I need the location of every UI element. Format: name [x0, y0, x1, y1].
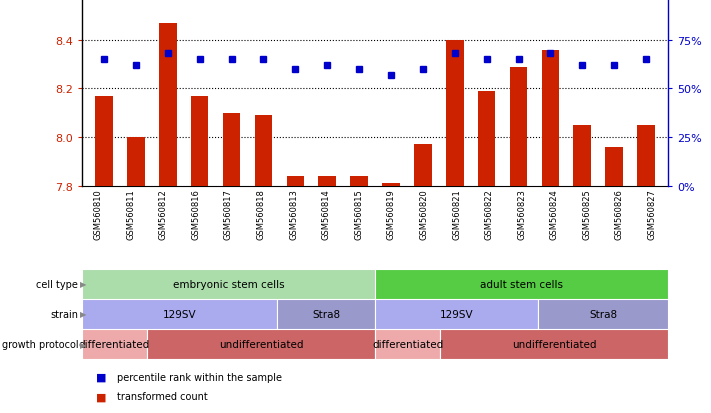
Text: ■: ■ [96, 372, 107, 382]
Text: GSM560822: GSM560822 [485, 188, 493, 239]
Bar [574, 126, 591, 186]
Text: 129SV: 129SV [439, 309, 474, 319]
Bar [82, 329, 147, 359]
Text: GSM560827: GSM560827 [648, 188, 656, 239]
Text: GSM560810: GSM560810 [94, 188, 102, 239]
Bar [375, 269, 668, 299]
Text: differentiated: differentiated [79, 339, 150, 349]
Text: GSM560815: GSM560815 [354, 188, 363, 239]
Text: GSM560814: GSM560814 [321, 188, 331, 239]
Bar [82, 269, 375, 299]
Text: GSM560826: GSM560826 [615, 188, 624, 239]
Text: ▶: ▶ [80, 340, 87, 349]
Text: embryonic stem cells: embryonic stem cells [173, 279, 284, 289]
Text: GSM560820: GSM560820 [419, 188, 429, 239]
Bar [255, 116, 272, 186]
Bar [446, 40, 464, 186]
Bar [414, 145, 432, 186]
Text: undifferentiated: undifferentiated [219, 339, 304, 349]
Bar [605, 147, 623, 186]
Text: percentile rank within the sample: percentile rank within the sample [117, 372, 282, 382]
Text: Stra8: Stra8 [589, 309, 617, 319]
Bar [82, 299, 277, 329]
Text: Stra8: Stra8 [312, 309, 341, 319]
Bar [277, 299, 375, 329]
Text: ■: ■ [96, 392, 107, 401]
Text: differentiated: differentiated [372, 339, 443, 349]
Text: ▶: ▶ [80, 310, 87, 318]
Bar [542, 50, 559, 186]
Text: 129SV: 129SV [163, 309, 196, 319]
Bar [375, 329, 440, 359]
Text: GSM560823: GSM560823 [517, 188, 526, 239]
Text: GSM560811: GSM560811 [126, 188, 135, 239]
Text: GSM560812: GSM560812 [159, 188, 168, 239]
Text: GSM560821: GSM560821 [452, 188, 461, 239]
Text: cell type: cell type [36, 279, 78, 289]
Bar [95, 97, 113, 186]
Bar [375, 299, 538, 329]
Bar [440, 329, 668, 359]
Bar [319, 176, 336, 186]
Text: GSM560817: GSM560817 [224, 188, 233, 239]
Bar [510, 67, 528, 186]
Text: GSM560816: GSM560816 [191, 188, 201, 239]
Bar [147, 329, 375, 359]
Text: growth protocol: growth protocol [1, 339, 78, 349]
Text: GSM560819: GSM560819 [387, 188, 396, 239]
Bar [351, 176, 368, 186]
Text: transformed count: transformed count [117, 392, 208, 401]
Bar [127, 138, 145, 186]
Text: GSM560818: GSM560818 [257, 188, 265, 239]
Bar [538, 299, 668, 329]
Text: GSM560824: GSM560824 [550, 188, 559, 239]
Bar [637, 126, 655, 186]
Text: GSM560825: GSM560825 [582, 188, 592, 239]
Text: strain: strain [50, 309, 78, 319]
Text: adult stem cells: adult stem cells [480, 279, 563, 289]
Bar [478, 92, 496, 186]
Bar [383, 184, 400, 186]
Text: undifferentiated: undifferentiated [512, 339, 597, 349]
Text: ▶: ▶ [80, 280, 87, 288]
Bar [223, 114, 240, 186]
Text: GSM560813: GSM560813 [289, 188, 298, 239]
Bar [159, 24, 176, 186]
Bar [191, 97, 208, 186]
Bar [287, 176, 304, 186]
